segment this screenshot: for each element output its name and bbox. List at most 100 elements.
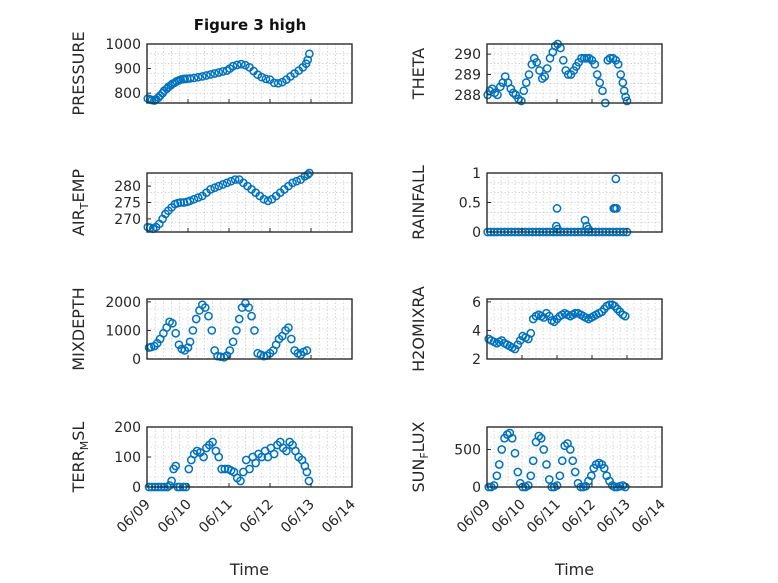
y-tick-label: 100 — [114, 450, 141, 466]
data-point — [563, 70, 573, 79]
data-point — [523, 481, 533, 490]
subplot-6: 2 4 6 H2OMIXRA — [409, 286, 663, 372]
y-tick-label: 6 — [472, 295, 481, 311]
data-point — [171, 461, 181, 471]
data-point — [304, 476, 314, 486]
series-markers — [143, 49, 314, 105]
data-point — [613, 59, 623, 69]
data-point — [580, 215, 590, 225]
data-point — [218, 180, 228, 189]
data-point — [214, 68, 224, 77]
data-point — [539, 445, 549, 454]
data-point — [568, 456, 578, 466]
data-point — [493, 90, 502, 100]
data-point — [168, 318, 177, 328]
data-point — [251, 458, 260, 468]
data-point — [620, 311, 630, 321]
y-tick-label: 0.5 — [459, 196, 481, 212]
y-tick-label: 0 — [472, 480, 481, 496]
data-point — [536, 433, 546, 443]
data-point — [526, 471, 536, 481]
data-point — [305, 49, 314, 59]
y-axis-label: TERRMSL — [69, 422, 91, 494]
y-tick-label: 2 — [472, 352, 481, 368]
y-tick-label: 0 — [132, 480, 141, 496]
data-point — [183, 343, 193, 352]
data-point — [557, 456, 567, 466]
y-axis-label: SUNFLUX — [409, 421, 431, 492]
data-point — [210, 183, 219, 193]
data-point — [171, 328, 181, 338]
x-tick-label: 06/09 — [114, 497, 154, 537]
data-point — [193, 193, 203, 202]
data-point — [524, 70, 534, 79]
y-axis-label: RAINFALL — [409, 165, 428, 240]
y-tick-label: 1 — [472, 166, 481, 182]
x-tick-label: 06/12 — [237, 497, 277, 537]
data-point — [553, 224, 563, 234]
data-point — [592, 70, 602, 79]
data-point — [605, 300, 614, 310]
data-point — [247, 311, 256, 321]
data-point — [218, 67, 228, 76]
x-tick-label: 06/14 — [629, 496, 669, 536]
axes-frame — [486, 426, 663, 488]
data-point — [510, 344, 520, 354]
y-tick-label: 280 — [114, 179, 141, 195]
data-point — [540, 72, 550, 81]
series-markers — [143, 168, 314, 234]
data-point — [302, 467, 312, 477]
data-point — [489, 481, 499, 490]
data-point — [230, 175, 240, 184]
data-point — [544, 475, 554, 484]
data-point — [555, 471, 565, 481]
data-point — [519, 86, 529, 96]
y-axis-label: H2OMIXRA — [409, 286, 428, 372]
y-tick-label: 1000 — [105, 323, 141, 339]
data-point — [244, 303, 254, 312]
axes-frame — [146, 298, 353, 360]
y-tick-label: 200 — [114, 420, 141, 436]
axes-frame — [486, 43, 663, 104]
data-point — [199, 452, 208, 462]
data-point — [292, 176, 301, 186]
data-point — [189, 73, 199, 83]
data-point — [582, 53, 592, 63]
data-point — [570, 467, 580, 477]
data-point — [552, 481, 562, 490]
data-point — [622, 96, 632, 106]
y-tick-label: 900 — [114, 62, 141, 78]
y-tick-label: 289 — [454, 68, 481, 84]
subplot-7: 0 100 200 06/09 06/10 06/11 06/12 06/13 06/14 TER… — [69, 420, 359, 579]
data-point — [214, 452, 224, 462]
data-point — [528, 456, 538, 466]
data-point — [263, 196, 273, 206]
data-point — [507, 433, 517, 443]
data-point — [537, 74, 547, 83]
y-axis-label: THETA — [409, 48, 428, 100]
data-point — [236, 476, 245, 486]
series-markers — [484, 300, 630, 354]
data-point — [492, 471, 502, 481]
data-point — [234, 314, 244, 324]
y-tick-label: 1000 — [105, 37, 141, 53]
data-point — [513, 340, 523, 350]
data-point — [259, 194, 269, 204]
data-point — [220, 464, 230, 474]
data-point — [619, 86, 629, 96]
data-point — [236, 59, 246, 69]
data-point — [598, 86, 607, 96]
x-tick-label: 06/14 — [319, 496, 359, 536]
data-point — [586, 471, 596, 481]
y-tick-label: 800 — [114, 86, 141, 102]
data-point — [193, 72, 203, 82]
data-point — [542, 460, 551, 469]
data-point — [204, 311, 213, 321]
axes-frame — [486, 298, 663, 360]
data-point — [207, 326, 217, 335]
subplot-4: 0 0.5 1 RAINFALL — [409, 165, 663, 241]
data-point — [535, 66, 544, 75]
data-point — [269, 449, 279, 459]
data-point — [286, 334, 296, 344]
data-point — [245, 464, 254, 474]
